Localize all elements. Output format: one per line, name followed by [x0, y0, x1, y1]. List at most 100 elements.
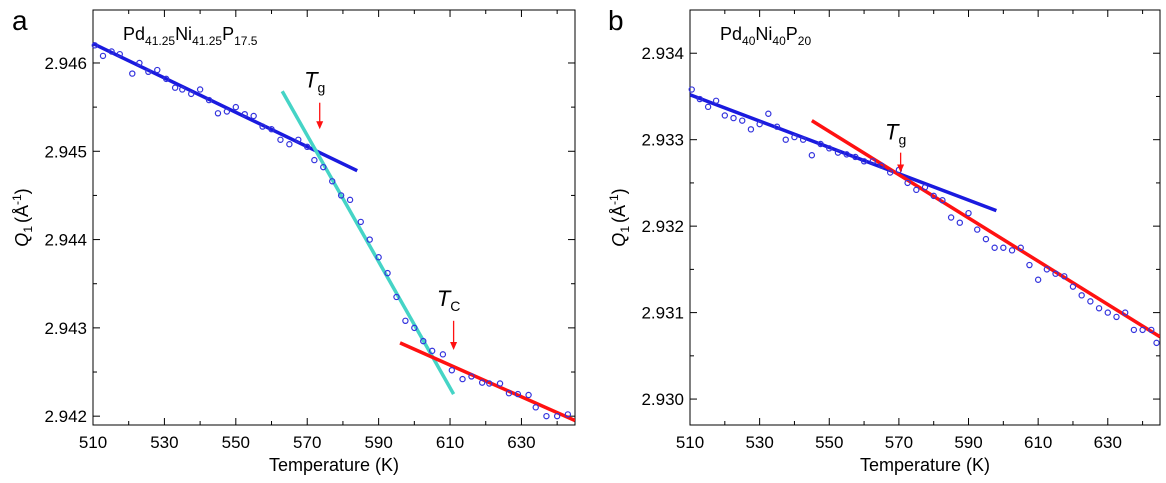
- data-point: [1104, 309, 1111, 316]
- data-point: [223, 108, 231, 115]
- y-label-unit: (Å: [12, 205, 32, 223]
- panel-a: a 510 530 550 570 590 610 630 2.942 2.943 2.944 2.9…: [10, 5, 576, 475]
- y-axis-label: Q1 (Å-1): [607, 188, 632, 246]
- data-point: [739, 117, 746, 124]
- data-point: [773, 123, 781, 130]
- annotation-symbol: T: [437, 286, 452, 311]
- data-point: [459, 375, 466, 383]
- x-tick-label: 570: [293, 433, 321, 452]
- annotation-arrow-head: [450, 341, 458, 350]
- data-point: [930, 192, 937, 200]
- title-subscript: 41.25: [145, 34, 175, 48]
- data-point: [1034, 276, 1042, 283]
- x-tick-label: 630: [507, 433, 535, 452]
- data-point: [704, 103, 712, 111]
- y-label-close: ): [12, 188, 32, 194]
- data-point: [154, 66, 161, 74]
- data-point: [1121, 309, 1129, 316]
- data-point: [205, 96, 213, 104]
- x-axis-label: Temperature (K): [860, 455, 990, 475]
- data-point: [730, 114, 737, 122]
- y-axis-label: Q1 (Å-1): [10, 188, 35, 246]
- y-label-superscript: -1: [607, 194, 621, 205]
- y-tick-label: 2.946: [44, 54, 87, 73]
- y-tick-label: 2.945: [44, 142, 87, 161]
- data-point: [99, 52, 107, 60]
- data-point: [1061, 273, 1068, 280]
- data-point: [241, 110, 248, 118]
- data-point: [1052, 270, 1059, 277]
- plot-frame: [92, 9, 576, 426]
- y-label-subscript: 1: [21, 226, 35, 233]
- data-point: [956, 219, 964, 226]
- data-point: [834, 149, 842, 156]
- fit-line: [690, 93, 997, 213]
- data-point: [939, 197, 946, 204]
- data-point: [171, 84, 179, 91]
- data-point: [1069, 283, 1077, 290]
- data-point: [439, 351, 447, 358]
- data-point: [878, 162, 885, 169]
- data-point: [688, 86, 695, 93]
- y-tick-label: 2.943: [44, 319, 87, 338]
- data-point: [196, 86, 204, 93]
- data-point: [478, 379, 486, 386]
- data-point: [304, 143, 311, 151]
- title-part: Ni: [755, 24, 772, 44]
- x-tick-label: 610: [1024, 433, 1052, 452]
- data-point: [295, 136, 302, 143]
- annotation-symbol: T: [885, 120, 900, 145]
- data-point: [346, 196, 354, 204]
- data-point: [808, 152, 816, 159]
- y-tick-label: 2.932: [641, 217, 684, 236]
- title-subscript: 41.25: [192, 34, 222, 48]
- annotation-arrow-head: [316, 121, 324, 130]
- title-part: Pd: [123, 24, 145, 44]
- x-tick-label: 570: [885, 433, 913, 452]
- data-point: [1008, 247, 1016, 254]
- title-part: P: [222, 24, 234, 44]
- x-tick-label: 510: [676, 433, 704, 452]
- data-point: [756, 120, 763, 128]
- title-subscript: 20: [798, 34, 812, 48]
- x-tick-label: 530: [745, 433, 773, 452]
- y-label-close: ): [609, 188, 629, 194]
- data-point: [860, 158, 868, 165]
- data-point: [311, 156, 318, 164]
- data-point: [468, 373, 475, 380]
- data-point: [286, 141, 293, 148]
- data-point: [428, 347, 436, 355]
- data-point: [1087, 298, 1094, 305]
- y-label-symbol: Q: [609, 233, 629, 247]
- data-point: [553, 412, 561, 420]
- data-point: [991, 244, 998, 251]
- x-tick-label: 590: [364, 433, 392, 452]
- fit-line: [810, 119, 1160, 339]
- data-point: [826, 145, 833, 152]
- annotation-subscript: g: [898, 132, 906, 148]
- y-tick-label: 2.931: [641, 304, 684, 323]
- data-point: [250, 112, 257, 120]
- data-point: [869, 158, 876, 165]
- title-subscript: 17.5: [234, 34, 258, 48]
- data-point: [921, 184, 929, 191]
- title-subscript: 40: [742, 34, 756, 48]
- y-tick-label: 2.942: [44, 407, 87, 426]
- data-point: [965, 209, 972, 217]
- data-point: [852, 153, 859, 161]
- data-point: [543, 412, 550, 420]
- data-point: [402, 317, 409, 325]
- data-point: [329, 178, 336, 185]
- data-point: [214, 110, 222, 117]
- data-point: [411, 324, 418, 332]
- title-subscript: 40: [772, 34, 786, 48]
- data-point: [1017, 244, 1024, 251]
- annotation-subscript: C: [450, 298, 460, 314]
- data-point: [375, 254, 382, 261]
- data-point: [974, 226, 981, 233]
- data-point: [843, 151, 850, 158]
- y-tick-label: 2.933: [641, 131, 684, 150]
- data-point: [1000, 244, 1007, 251]
- x-tick-label: 630: [1094, 433, 1122, 452]
